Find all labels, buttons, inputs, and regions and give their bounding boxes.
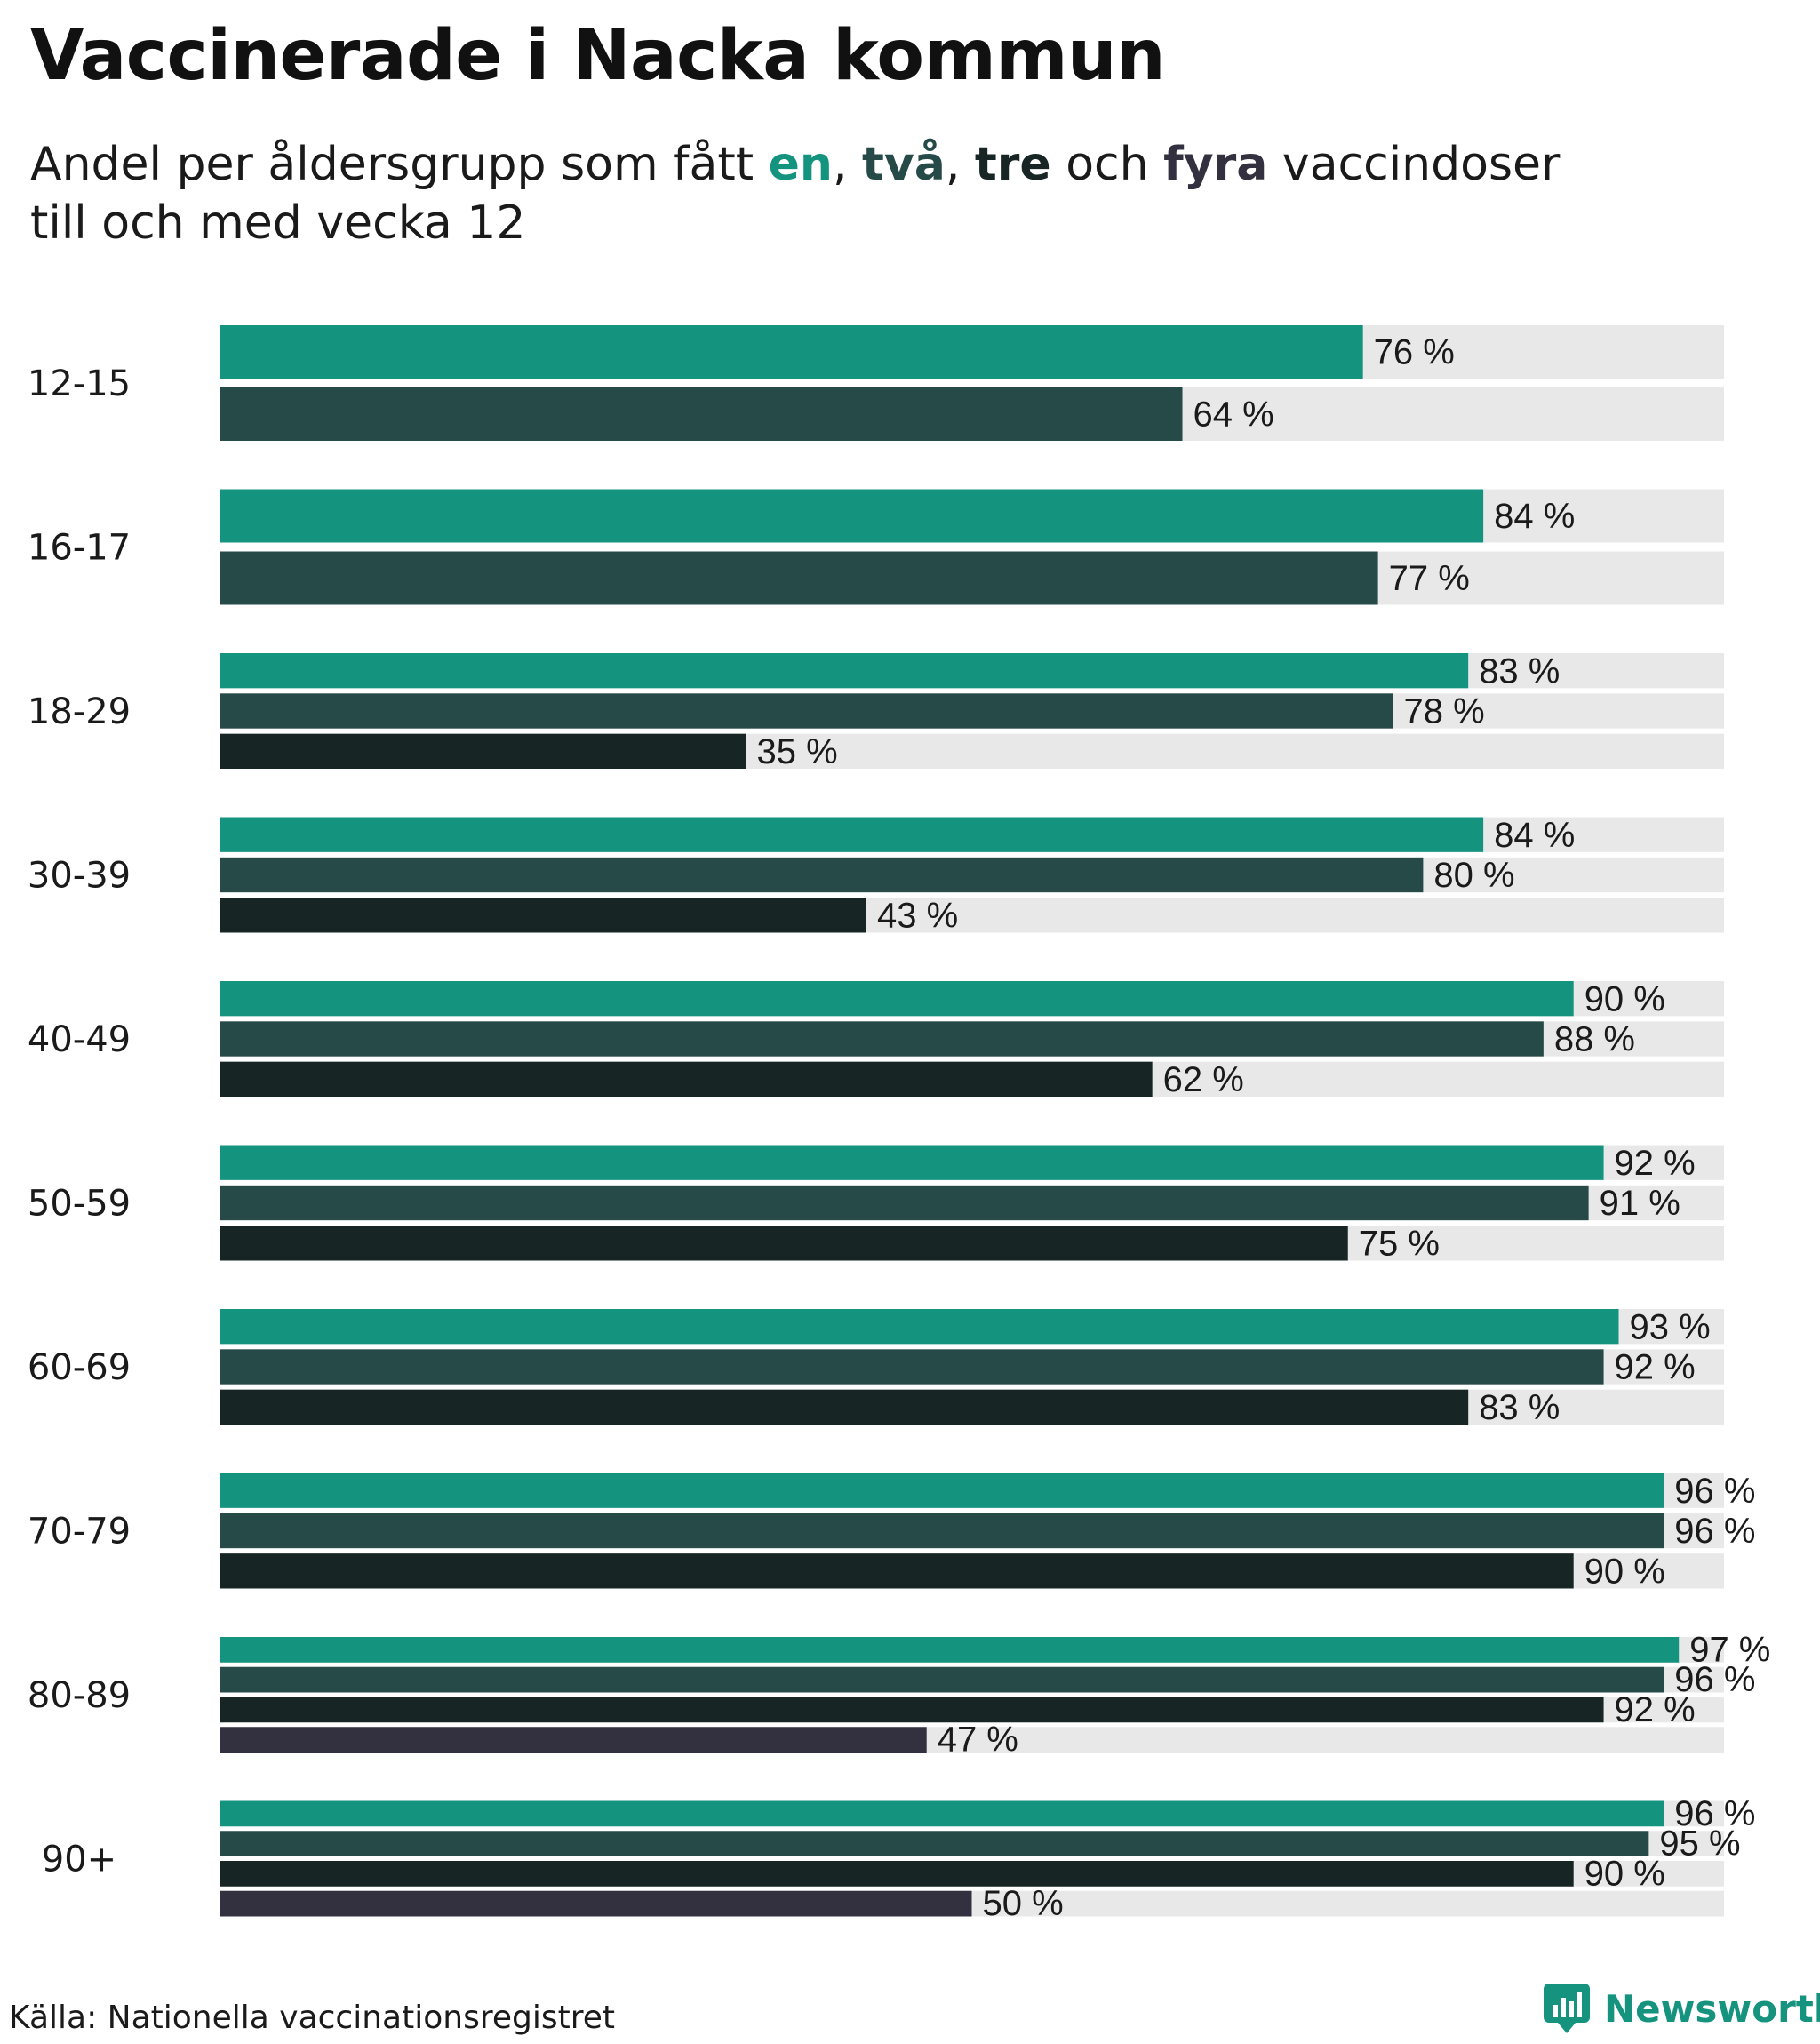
bar-value-label: 83 % — [1479, 1388, 1560, 1427]
bar-en — [220, 1800, 1664, 1827]
bar-två — [220, 1831, 1649, 1856]
bar-fyra — [220, 1890, 972, 1917]
chart-subtitle: Andel per åldersgrupp som fått en, två, … — [30, 135, 1719, 252]
legend-dose-1: en — [768, 138, 833, 191]
chart-title: Vaccinerade i Nacka kommun — [30, 16, 1166, 96]
bar-value-label: 90 % — [1585, 1553, 1665, 1592]
bar-value-label: 84 % — [1494, 497, 1575, 536]
bar-en — [220, 653, 1469, 689]
bar-value-label: 77 % — [1389, 559, 1470, 598]
bar-en — [220, 1145, 1604, 1180]
subtitle-text: vaccindoser — [1267, 138, 1561, 191]
bar-value-label: 64 % — [1193, 395, 1274, 435]
bar-två — [220, 857, 1424, 893]
age-group-label: 80-89 — [28, 1675, 131, 1716]
age-group-label: 40-49 — [28, 1019, 131, 1060]
bar-tre — [220, 898, 866, 933]
bar-två — [220, 1666, 1664, 1693]
brand-logo: Newsworthy — [1542, 1982, 1820, 2035]
bar-tre — [220, 733, 746, 769]
age-group-label: 12-15 — [28, 363, 131, 404]
subtitle-separator: , — [832, 138, 863, 191]
bar-value-label: 96 % — [1674, 1512, 1755, 1551]
bar-en — [220, 1637, 1680, 1663]
bar-value-label: 92 % — [1615, 1690, 1696, 1729]
brand-name: Newsworthy — [1604, 1986, 1820, 2031]
bar-två — [220, 693, 1393, 729]
age-group-label: 30-39 — [28, 856, 131, 897]
bar-tre — [220, 1389, 1469, 1425]
bar-tre — [220, 1553, 1574, 1589]
bar-tre — [220, 1061, 1153, 1097]
bar-en — [220, 325, 1363, 379]
bar-value-label: 62 % — [1163, 1060, 1244, 1099]
legend-dose-3: tre — [974, 138, 1051, 191]
bar-value-label: 91 % — [1600, 1184, 1680, 1223]
bar-value-label: 95 % — [1659, 1824, 1740, 1864]
bar-value-label: 35 % — [757, 732, 838, 771]
age-group-label: 60-69 — [28, 1347, 131, 1388]
bar-två — [220, 551, 1378, 605]
bar-en — [220, 817, 1484, 852]
bar-value-label: 96 % — [1674, 1794, 1755, 1833]
bar-value-label: 47 % — [938, 1721, 1018, 1760]
bar-value-label: 76 % — [1374, 333, 1455, 372]
newsworthy-logo-icon — [1544, 1984, 1590, 2033]
bar-value-label: 88 % — [1554, 1020, 1635, 1059]
bar-value-label: 90 % — [1585, 979, 1665, 1018]
age-group-label: 50-59 — [28, 1184, 131, 1225]
bar-tre — [220, 1697, 1604, 1723]
subtitle-line-2: till och med vecka 12 — [30, 196, 526, 250]
bar-value-label: 50 % — [983, 1884, 1064, 1923]
bar-fyra — [220, 1727, 927, 1753]
bar-tre — [220, 1226, 1348, 1261]
age-group-label: 90+ — [42, 1840, 116, 1880]
bar-två — [220, 1185, 1589, 1221]
subtitle-text: och — [1050, 138, 1164, 191]
bar-value-label: 96 % — [1674, 1472, 1755, 1511]
bar-tre — [220, 1861, 1574, 1887]
bar-value-label: 96 % — [1674, 1660, 1755, 1699]
legend-dose-4: fyra — [1163, 138, 1268, 191]
bar-en — [220, 981, 1574, 1017]
bar-value-label: 43 % — [877, 897, 958, 936]
bar-två — [220, 1513, 1664, 1549]
bar-två — [220, 1021, 1544, 1057]
bar-två — [220, 1349, 1604, 1385]
bar-en — [220, 489, 1484, 543]
bar-value-label: 92 % — [1615, 1144, 1696, 1183]
bar-två — [220, 387, 1183, 441]
bar-value-label: 90 % — [1585, 1854, 1665, 1893]
bar-value-label: 92 % — [1615, 1348, 1696, 1387]
age-group-label: 70-79 — [28, 1512, 131, 1553]
bar-value-label: 83 % — [1479, 651, 1560, 691]
bar-en — [220, 1309, 1619, 1345]
legend-dose-2: två — [862, 138, 946, 191]
age-group-label: 16-17 — [28, 528, 131, 569]
source-note: Källa: Nationella vaccinationsregistret — [9, 2000, 615, 2036]
subtitle-separator: , — [945, 138, 975, 191]
bar-value-label: 97 % — [1689, 1630, 1770, 1669]
subtitle-text: Andel per åldersgrupp som fått — [30, 138, 769, 191]
bar-value-label: 80 % — [1433, 856, 1514, 895]
bar-en — [220, 1473, 1664, 1508]
age-group-label: 18-29 — [28, 691, 131, 732]
bar-value-label: 84 % — [1494, 816, 1575, 855]
bar-value-label: 75 % — [1359, 1225, 1440, 1264]
bar-value-label: 93 % — [1629, 1307, 1710, 1346]
bar-value-label: 78 % — [1404, 692, 1485, 731]
